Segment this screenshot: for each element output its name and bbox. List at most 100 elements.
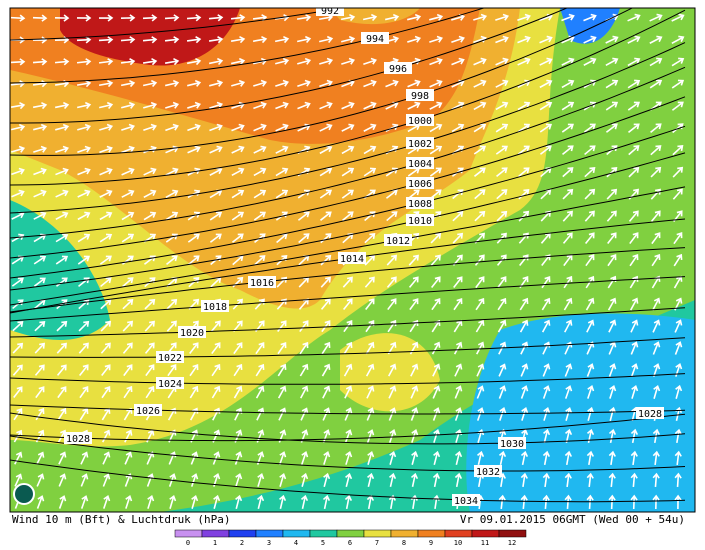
isobar-label-box: [498, 437, 526, 449]
wind-arrow: [299, 320, 309, 333]
wind-arrow: [11, 277, 24, 287]
wind-arrow: [429, 123, 443, 133]
wind-arrow: [562, 232, 573, 244]
wind-arrow: [124, 451, 133, 465]
wind-arrow: [78, 342, 89, 354]
wind-arrow: [363, 57, 377, 65]
wind-arrow: [186, 36, 202, 44]
wind-arrow: [541, 297, 551, 311]
colorbar-swatch: [363, 529, 392, 538]
wind-arrow: [164, 36, 180, 44]
colorbar-label: 11: [481, 539, 489, 546]
wind-arrow: [319, 123, 333, 132]
wind-arrow: [101, 429, 111, 443]
wind-arrow: [189, 363, 199, 377]
colorbar-swatch: [228, 529, 257, 538]
wind-arrow: [300, 385, 309, 399]
wind-arrow: [586, 428, 595, 444]
wind-arrow: [407, 35, 422, 43]
wind-arrow: [165, 211, 179, 221]
wind-arrow: [77, 167, 91, 176]
wind-arrow: [564, 450, 573, 466]
wind-arrow: [144, 298, 156, 310]
wind-arrow: [211, 363, 221, 377]
wind-arrow: [209, 145, 223, 154]
wind-arrow: [76, 101, 92, 110]
wind-arrow: [165, 189, 179, 199]
wind-arrow: [32, 80, 48, 88]
wind-arrow: [673, 253, 683, 267]
wind-arrow: [587, 385, 595, 399]
wind-arrow: [631, 384, 639, 399]
wind-arrow: [517, 13, 531, 22]
wind-arrow: [433, 429, 441, 443]
wind-arrow: [54, 14, 70, 22]
wind-arrow: [542, 363, 551, 377]
isobar-label-box: [406, 197, 434, 209]
wind-arrow: [253, 145, 267, 154]
isobar-label-box: [134, 404, 162, 416]
wind-arrow: [495, 57, 509, 66]
wind-arrow: [125, 495, 133, 509]
wind-arrow: [100, 277, 112, 288]
wind-arrow: [275, 167, 289, 177]
wind-arrow: [99, 233, 113, 243]
wind-arrow: [651, 253, 661, 267]
wind-arrow: [76, 80, 92, 88]
wind-arrow: [343, 363, 353, 377]
wind-arrow: [451, 35, 465, 44]
wind-arrow: [231, 211, 245, 221]
wind-arrow: [100, 320, 112, 332]
wind-arrow: [671, 101, 684, 111]
wind-arrow: [627, 79, 641, 89]
wind-arrow: [79, 407, 89, 421]
isobar-label: 998: [411, 91, 429, 102]
wind-arrow: [143, 189, 157, 199]
wind-arrow: [650, 210, 661, 222]
wind-arrow: [233, 342, 243, 355]
wind-arrow: [430, 254, 441, 266]
isobar: [10, 8, 634, 156]
isobar-label: 1018: [203, 302, 227, 313]
wind-arrow: [540, 210, 552, 222]
wind-arrow: [297, 101, 311, 110]
wind-arrow: [33, 167, 47, 176]
isobar: [10, 247, 686, 313]
wind-arrow: [430, 232, 442, 244]
wind-arrow: [363, 79, 377, 88]
wind-arrow: [497, 297, 507, 311]
wind-arrow: [584, 210, 595, 222]
wind-arrow: [253, 211, 266, 221]
wind-arrow: [98, 79, 114, 88]
wind-arrow: [208, 57, 224, 66]
wind-arrow: [539, 145, 552, 155]
wind-arrow: [210, 320, 221, 332]
wind-arrow: [453, 276, 463, 289]
wind-arrow: [79, 364, 89, 376]
wind-arrow: [321, 341, 331, 355]
wind-arrow: [164, 57, 180, 66]
wind-arrow: [365, 341, 375, 355]
wind-arrow: [319, 145, 333, 155]
wind-arrow: [145, 385, 155, 399]
wind-arrow: [11, 233, 25, 243]
wind-arrow: [584, 188, 596, 200]
wind-arrow: [143, 211, 157, 221]
wind-arrow: [521, 407, 529, 421]
wind-arrow: [100, 299, 112, 310]
wind-arrow: [256, 407, 265, 421]
wind-arrow: [473, 123, 487, 133]
isobar-label-box: [248, 276, 276, 288]
wind-arrow: [301, 472, 309, 487]
wind-arrow: [275, 79, 289, 87]
isobar-label: 1032: [476, 467, 500, 478]
colorbar-swatch: [309, 529, 338, 538]
wind-arrow: [58, 451, 67, 465]
wind-arrow: [319, 189, 333, 199]
isobar: [10, 9, 686, 186]
wind-arrow: [452, 189, 464, 200]
wind-arrow: [120, 14, 136, 22]
wind-arrow: [674, 428, 682, 444]
wind-arrow: [142, 14, 158, 22]
